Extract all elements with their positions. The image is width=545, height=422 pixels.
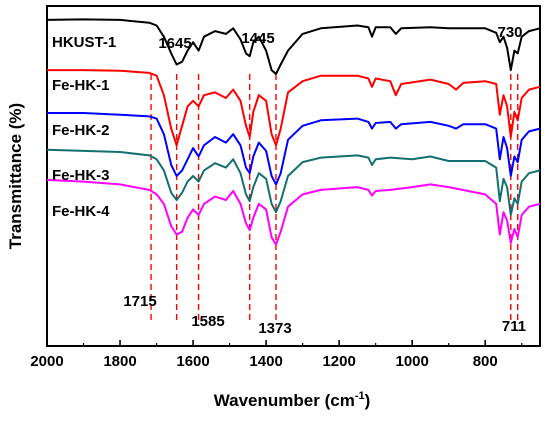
plot-frame — [46, 5, 541, 347]
series-label-fe-hk-4: Fe-HK-4 — [52, 203, 110, 220]
x-tick-label-1800: 1800 — [103, 353, 136, 370]
series-label-fe-hk-2: Fe-HK-2 — [52, 122, 110, 139]
x-tick-label-800: 800 — [473, 353, 498, 370]
x-axis-label: Wavenumber (cm-1) — [214, 390, 371, 410]
peak-label-1445: 1445 — [241, 30, 274, 47]
peak-label-1373: 1373 — [258, 320, 291, 337]
series-label-fe-hk-1: Fe-HK-1 — [52, 77, 110, 94]
peak-label-730: 730 — [497, 24, 522, 41]
y-axis-label: Transmittance (%) — [6, 103, 25, 249]
x-tick-label-1200: 1200 — [322, 353, 355, 370]
series-label-hkust-1: HKUST-1 — [52, 34, 116, 51]
peak-label-1585: 1585 — [191, 313, 224, 330]
x-tick-label-1600: 1600 — [176, 353, 209, 370]
x-axis-ticks: 2000 1800 1600 1400 1200 1000 800 — [30, 340, 523, 370]
series-line-fe-hk-3 — [46, 148, 541, 216]
series-line-hkust-1 — [46, 18, 541, 75]
x-tick-label-2000: 2000 — [30, 353, 63, 370]
series-line-fe-hk-1 — [47, 69, 541, 147]
series-label-group: HKUST-1 Fe-HK-1 Fe-HK-2 Fe-HK-3 Fe-HK-4 — [52, 34, 116, 220]
series-line-fe-hk-2 — [47, 112, 541, 186]
peak-marker-group — [150, 74, 519, 320]
series-line-fe-hk-4 — [46, 178, 541, 246]
x-axis-label-superscript: -1 — [355, 390, 365, 402]
peak-label-711: 711 — [502, 318, 526, 335]
x-axis-label-main: Wavenumber (cm — [214, 391, 355, 410]
peak-label-1645: 1645 — [158, 35, 191, 52]
x-tick-label-1000: 1000 — [395, 353, 428, 370]
peak-label-group: 1715 1645 1585 1445 1373 730 711 — [123, 24, 526, 337]
x-tick-label-1400: 1400 — [249, 353, 282, 370]
series-label-fe-hk-3: Fe-HK-3 — [52, 167, 110, 184]
series-group — [46, 18, 541, 246]
peak-label-1715: 1715 — [123, 293, 156, 310]
x-axis-label-close: ) — [365, 391, 371, 410]
